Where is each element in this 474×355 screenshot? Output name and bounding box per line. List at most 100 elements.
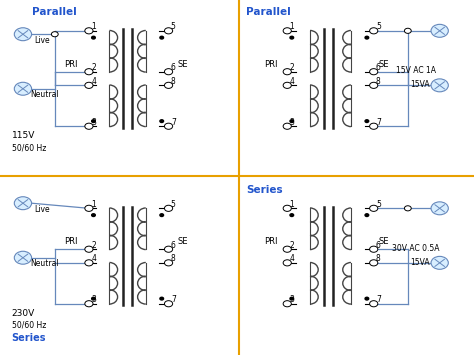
Text: 5: 5 bbox=[376, 200, 381, 209]
Text: 8: 8 bbox=[171, 254, 175, 263]
Text: 15VA: 15VA bbox=[410, 257, 430, 267]
Text: 4: 4 bbox=[91, 254, 96, 263]
Text: 7: 7 bbox=[171, 295, 176, 304]
Circle shape bbox=[85, 260, 93, 266]
Circle shape bbox=[404, 206, 411, 211]
Circle shape bbox=[404, 28, 411, 33]
Circle shape bbox=[283, 82, 292, 88]
Text: PRI: PRI bbox=[64, 60, 77, 69]
Circle shape bbox=[370, 123, 378, 129]
Text: 4: 4 bbox=[91, 77, 96, 86]
Text: 7: 7 bbox=[376, 118, 381, 126]
Text: 5: 5 bbox=[376, 22, 381, 31]
Circle shape bbox=[85, 69, 93, 75]
Circle shape bbox=[431, 79, 448, 92]
Circle shape bbox=[91, 297, 95, 300]
Text: Neutral: Neutral bbox=[30, 90, 58, 99]
Circle shape bbox=[370, 205, 378, 211]
Text: PRI: PRI bbox=[264, 237, 278, 246]
Text: 50/60 Hz: 50/60 Hz bbox=[11, 143, 46, 152]
Circle shape bbox=[164, 246, 173, 252]
Text: 6: 6 bbox=[376, 240, 381, 250]
Text: 30V AC 0.5A: 30V AC 0.5A bbox=[392, 244, 439, 253]
Text: SE: SE bbox=[178, 60, 188, 69]
Circle shape bbox=[14, 28, 32, 41]
Circle shape bbox=[91, 120, 95, 122]
Circle shape bbox=[283, 260, 292, 266]
Circle shape bbox=[91, 214, 95, 217]
Circle shape bbox=[365, 36, 369, 39]
Text: 3: 3 bbox=[91, 295, 96, 304]
Text: SE: SE bbox=[378, 60, 389, 69]
Circle shape bbox=[91, 36, 95, 39]
Text: 1: 1 bbox=[91, 22, 96, 31]
Text: 8: 8 bbox=[171, 77, 175, 86]
Text: Series: Series bbox=[246, 185, 283, 195]
Text: Parallel: Parallel bbox=[246, 7, 291, 17]
Circle shape bbox=[370, 301, 378, 307]
Circle shape bbox=[164, 69, 173, 75]
Circle shape bbox=[51, 32, 58, 37]
Circle shape bbox=[283, 123, 292, 129]
Text: 6: 6 bbox=[376, 63, 381, 72]
Text: Live: Live bbox=[34, 205, 50, 214]
Circle shape bbox=[370, 82, 378, 88]
Circle shape bbox=[160, 36, 164, 39]
Text: 4: 4 bbox=[290, 254, 294, 263]
Text: SE: SE bbox=[378, 237, 389, 246]
Circle shape bbox=[164, 301, 173, 307]
Text: 7: 7 bbox=[376, 295, 381, 304]
Circle shape bbox=[283, 246, 292, 252]
Circle shape bbox=[85, 82, 93, 88]
Circle shape bbox=[85, 301, 93, 307]
Text: PRI: PRI bbox=[64, 237, 77, 246]
Circle shape bbox=[365, 297, 369, 300]
Circle shape bbox=[290, 214, 293, 217]
Circle shape bbox=[14, 82, 32, 95]
Circle shape bbox=[283, 28, 292, 34]
Circle shape bbox=[160, 297, 164, 300]
Text: PRI: PRI bbox=[264, 60, 278, 69]
Text: 15V AC 1A: 15V AC 1A bbox=[396, 66, 437, 75]
Text: 3: 3 bbox=[290, 118, 294, 126]
Circle shape bbox=[283, 301, 292, 307]
Text: 3: 3 bbox=[91, 118, 96, 126]
Circle shape bbox=[164, 123, 173, 129]
Text: SE: SE bbox=[178, 237, 188, 246]
Text: 2: 2 bbox=[290, 240, 294, 250]
Text: 3: 3 bbox=[290, 295, 294, 304]
Circle shape bbox=[370, 260, 378, 266]
Circle shape bbox=[283, 205, 292, 211]
Circle shape bbox=[365, 120, 369, 122]
Text: 8: 8 bbox=[376, 77, 381, 86]
Circle shape bbox=[283, 69, 292, 75]
Circle shape bbox=[431, 256, 448, 269]
Circle shape bbox=[85, 28, 93, 34]
Text: Live: Live bbox=[34, 36, 50, 45]
Text: 50/60 Hz: 50/60 Hz bbox=[11, 321, 46, 329]
Text: 115V: 115V bbox=[11, 131, 35, 140]
Circle shape bbox=[164, 28, 173, 34]
Circle shape bbox=[164, 205, 173, 211]
Circle shape bbox=[164, 260, 173, 266]
Circle shape bbox=[14, 251, 32, 264]
Circle shape bbox=[160, 120, 164, 122]
Text: 1: 1 bbox=[290, 22, 294, 31]
Text: 2: 2 bbox=[290, 63, 294, 72]
Circle shape bbox=[431, 202, 448, 215]
Circle shape bbox=[370, 28, 378, 34]
Circle shape bbox=[160, 214, 164, 217]
Text: Parallel: Parallel bbox=[32, 7, 77, 17]
Text: 230V: 230V bbox=[11, 308, 35, 318]
Circle shape bbox=[290, 297, 293, 300]
Circle shape bbox=[85, 246, 93, 252]
Circle shape bbox=[370, 69, 378, 75]
Text: Series: Series bbox=[11, 333, 46, 343]
Text: 5: 5 bbox=[171, 200, 176, 209]
Circle shape bbox=[431, 24, 448, 37]
Text: 4: 4 bbox=[290, 77, 294, 86]
Text: 2: 2 bbox=[91, 63, 96, 72]
Circle shape bbox=[85, 123, 93, 129]
Text: 8: 8 bbox=[376, 254, 381, 263]
Text: 2: 2 bbox=[91, 240, 96, 250]
